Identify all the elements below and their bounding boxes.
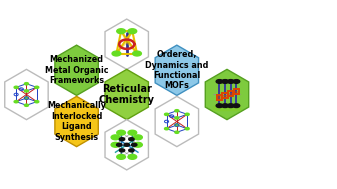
- Circle shape: [133, 51, 142, 56]
- Text: Reticular
Chemistry: Reticular Chemistry: [99, 84, 155, 105]
- Circle shape: [216, 80, 223, 83]
- Circle shape: [222, 104, 228, 108]
- Circle shape: [128, 154, 137, 159]
- Circle shape: [25, 90, 29, 92]
- Polygon shape: [155, 96, 198, 147]
- Circle shape: [119, 149, 125, 152]
- Circle shape: [25, 83, 29, 85]
- Circle shape: [134, 135, 142, 140]
- Circle shape: [111, 142, 120, 147]
- Circle shape: [117, 154, 125, 159]
- Polygon shape: [55, 45, 98, 95]
- Polygon shape: [105, 120, 148, 170]
- Polygon shape: [205, 69, 249, 120]
- Circle shape: [175, 131, 179, 133]
- Circle shape: [129, 138, 134, 141]
- Bar: [217, 95, 222, 100]
- Circle shape: [227, 104, 234, 108]
- Circle shape: [175, 110, 179, 112]
- Polygon shape: [5, 69, 48, 120]
- Circle shape: [227, 80, 234, 83]
- Circle shape: [111, 135, 120, 140]
- Polygon shape: [55, 96, 98, 147]
- Text: Ordered,
Dynamics and
Functional
MOFs: Ordered, Dynamics and Functional MOFs: [145, 50, 209, 90]
- Circle shape: [14, 86, 18, 88]
- Circle shape: [233, 104, 240, 108]
- Circle shape: [164, 113, 168, 115]
- Bar: [234, 89, 239, 94]
- Circle shape: [134, 142, 142, 147]
- Polygon shape: [105, 19, 148, 69]
- Circle shape: [128, 29, 137, 34]
- Text: Mechanically
Interlocked
Ligand
Synthesis: Mechanically Interlocked Ligand Synthesi…: [47, 101, 106, 142]
- Circle shape: [124, 143, 129, 146]
- Circle shape: [129, 149, 134, 152]
- Circle shape: [117, 29, 125, 34]
- Circle shape: [35, 101, 39, 103]
- Circle shape: [175, 124, 179, 126]
- Bar: [222, 93, 228, 98]
- Circle shape: [25, 104, 29, 106]
- Bar: [228, 91, 233, 96]
- Circle shape: [216, 104, 223, 108]
- Circle shape: [25, 97, 29, 99]
- Circle shape: [233, 80, 240, 83]
- Circle shape: [164, 128, 168, 130]
- Polygon shape: [155, 45, 198, 95]
- Circle shape: [14, 101, 18, 103]
- Circle shape: [35, 86, 39, 88]
- Circle shape: [185, 128, 189, 130]
- Circle shape: [222, 80, 228, 83]
- Circle shape: [185, 113, 189, 115]
- Circle shape: [117, 130, 125, 135]
- Polygon shape: [105, 69, 148, 120]
- Text: Mechanized
Metal Organic
Frameworks: Mechanized Metal Organic Frameworks: [45, 55, 108, 85]
- Circle shape: [112, 51, 121, 56]
- Circle shape: [128, 130, 137, 135]
- Circle shape: [117, 143, 122, 146]
- Circle shape: [119, 138, 125, 141]
- Circle shape: [131, 143, 137, 146]
- Circle shape: [175, 117, 179, 119]
